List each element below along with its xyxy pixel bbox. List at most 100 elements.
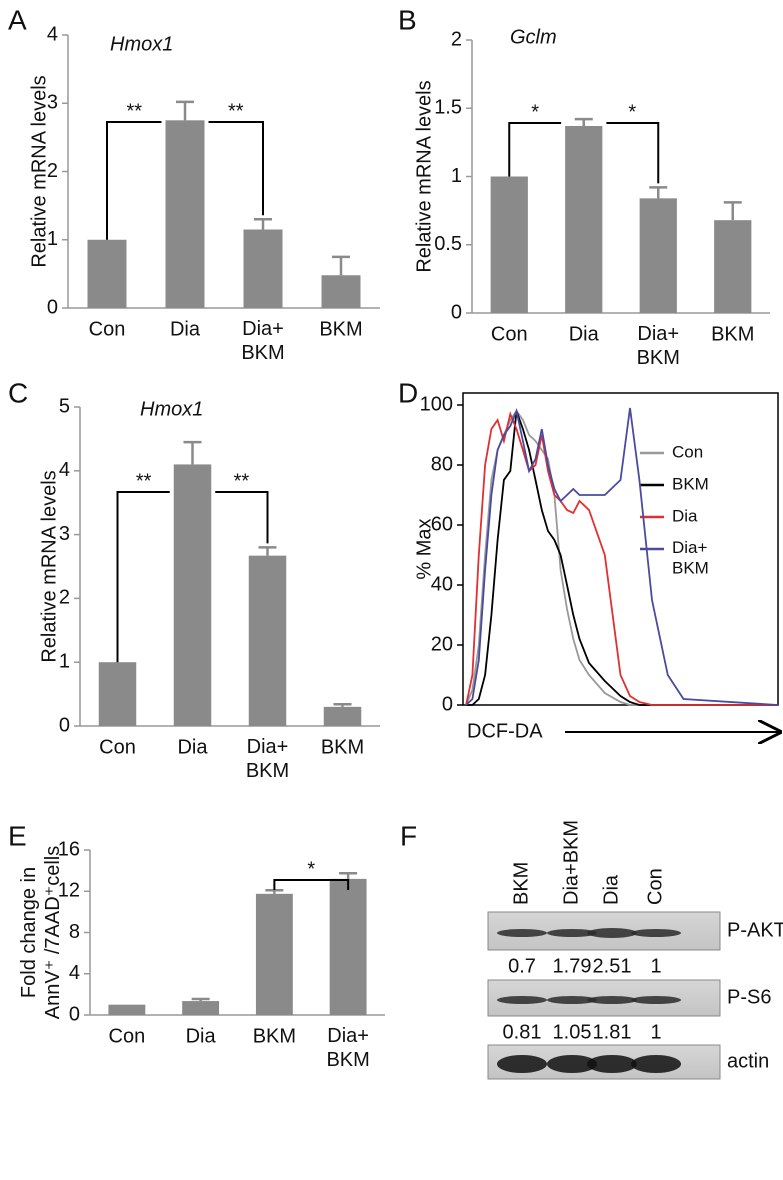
y-tick-label: 1 <box>47 228 58 250</box>
x-tick-label: Dia <box>569 323 600 345</box>
y-tick-label: 0 <box>59 714 70 736</box>
significance-bracket <box>116 491 170 663</box>
y-tick-label: 2 <box>451 28 462 50</box>
y-tick-label: 100 <box>420 393 453 415</box>
y-tick-label: 1 <box>451 165 462 187</box>
y-tick-label: 3 <box>47 92 58 114</box>
bar <box>173 464 212 726</box>
panel-letter: C <box>8 377 28 408</box>
x-tick-label: Dia <box>170 318 201 340</box>
bar <box>639 198 677 313</box>
lane-label: Con <box>644 868 666 905</box>
chart-title: Gclm <box>510 26 557 48</box>
blot-band <box>631 996 681 1004</box>
error-bar <box>176 100 194 121</box>
bar <box>248 555 287 726</box>
significance-bracket <box>273 879 350 890</box>
quantification: 1 <box>650 1021 661 1043</box>
x-tick-label: Con <box>491 323 528 345</box>
panel-letter: A <box>8 4 27 35</box>
y-axis-label: % Max <box>413 518 435 579</box>
chart-title: Hmox1 <box>140 398 203 420</box>
significance-label: ** <box>234 470 250 492</box>
significance-label: ** <box>228 100 244 122</box>
blot-band <box>631 929 681 937</box>
quantification: 0.81 <box>503 1021 542 1043</box>
panel-letter: B <box>398 4 417 35</box>
y-tick-label: 0 <box>451 301 462 323</box>
y-tick-label: 0.5 <box>434 233 462 255</box>
panel-letter: F <box>400 820 417 851</box>
significance-label: * <box>307 858 315 880</box>
bar <box>714 220 752 313</box>
x-tick-label: BKM <box>319 318 362 340</box>
y-tick-label: 5 <box>59 395 70 417</box>
y-tick-label: 2 <box>59 587 70 609</box>
x-tick-label: Dia <box>186 1025 217 1047</box>
series-line <box>465 409 778 706</box>
significance-label: ** <box>126 100 142 122</box>
bar <box>323 706 362 726</box>
y-tick-label: 4 <box>47 23 58 45</box>
y-tick-label: 3 <box>59 523 70 545</box>
y-axis-label: Relative mRNA levels <box>413 80 435 272</box>
significance-bracket <box>215 491 269 544</box>
y-tick-label: 1 <box>59 650 70 672</box>
significance-bracket <box>208 121 264 216</box>
error-bar <box>265 888 284 894</box>
quantification: 1 <box>650 955 661 977</box>
error-bar <box>258 546 277 556</box>
lane-label: BKM <box>510 862 532 905</box>
x-tick-label: Dia+ BKM <box>637 323 680 369</box>
bar <box>329 878 367 1015</box>
significance-bracket <box>606 122 660 184</box>
y-tick-label: 0 <box>47 296 58 318</box>
error-bar <box>649 186 668 199</box>
y-tick-label: 12 <box>58 880 80 902</box>
series-line <box>465 407 779 706</box>
y-tick-label: 60 <box>431 513 453 535</box>
blot-band <box>587 1055 637 1073</box>
lane-label: Dia+BKM <box>560 820 582 905</box>
series-line <box>465 411 778 706</box>
panel-letter: D <box>398 377 418 408</box>
x-tick-label: BKM <box>253 1025 296 1047</box>
bar <box>165 120 205 308</box>
error-bar <box>191 997 210 1002</box>
x-tick-label: BKM <box>321 736 364 758</box>
y-tick-label: 4 <box>59 459 70 481</box>
error-bar <box>574 117 593 126</box>
bar <box>490 176 528 313</box>
significance-label: * <box>628 101 636 123</box>
error-bar <box>332 255 350 276</box>
y-tick-label: 80 <box>431 453 453 475</box>
bar <box>321 275 361 308</box>
y-tick-label: 0 <box>69 1003 80 1025</box>
y-tick-label: 2 <box>47 160 58 182</box>
quantification: 1.79 <box>553 955 592 977</box>
x-tick-label: Dia+ BKM <box>246 736 289 782</box>
x-tick-label: Dia+ BKM <box>326 1025 369 1071</box>
bar <box>108 1004 146 1015</box>
blot-band <box>497 1055 547 1073</box>
y-axis-label: Relative mRNA levels <box>28 75 50 267</box>
significance-bracket <box>106 121 162 240</box>
x-axis-label: DCF-DA <box>467 720 543 742</box>
bar <box>182 1001 220 1015</box>
blot-band <box>547 929 597 937</box>
blot-band <box>497 996 547 1004</box>
plot-frame <box>462 392 779 706</box>
y-tick-label: 8 <box>69 921 80 943</box>
significance-label: * <box>531 101 539 123</box>
bar <box>87 239 127 308</box>
y-tick-label: 4 <box>69 962 80 984</box>
y-tick-label: 16 <box>58 838 80 860</box>
blot-band <box>547 996 597 1004</box>
row-label: actin <box>727 1050 769 1072</box>
quantification: 1.05 <box>553 1021 592 1043</box>
legend-label: BKM <box>672 474 709 493</box>
bar <box>243 229 283 308</box>
quantification: 2.51 <box>593 955 632 977</box>
panel-letter: E <box>8 820 27 851</box>
